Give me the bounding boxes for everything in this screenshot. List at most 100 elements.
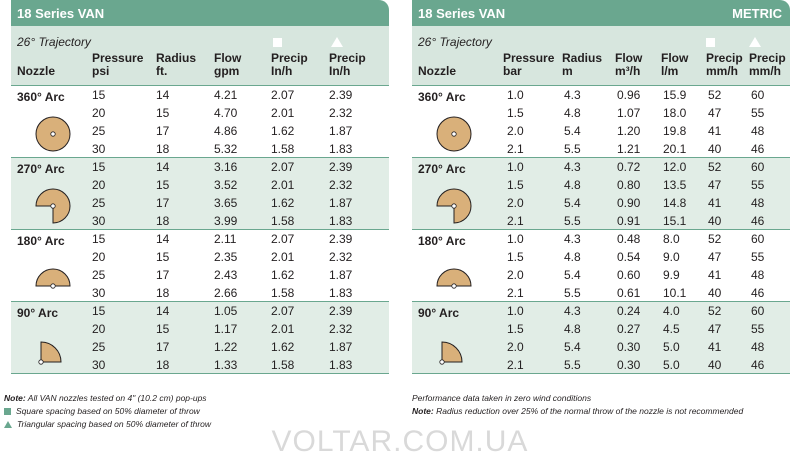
table-cell: 2.0: [507, 196, 524, 210]
column-header: Precip mm/h: [749, 51, 786, 78]
table-row: 25 17 1.22 1.62 1.87: [11, 338, 389, 356]
table-cell: 2.39: [329, 232, 353, 246]
table-cell: 4.70: [214, 106, 238, 120]
imperial-header: 26° Trajectory Nozzle Pressure psi Radius ft…: [11, 26, 389, 86]
table-cell: 18: [156, 286, 170, 300]
table-cell: 0.24: [617, 304, 641, 318]
metric-table: 18 Series VAN METRIC 26° Trajectory Nozz…: [412, 0, 790, 374]
table-cell: 15: [92, 304, 106, 318]
table-cell: 9.0: [663, 250, 680, 264]
table-cell: 5.32: [214, 142, 238, 156]
table-cell: 15: [156, 106, 170, 120]
nozzle-arc-180-icon: [31, 256, 75, 300]
table-row: 30 18 3.99 1.58 1.83: [11, 212, 389, 230]
table-cell: 41: [708, 196, 722, 210]
table-cell: 1.87: [329, 196, 353, 210]
table-row: 30 18 5.32 1.58 1.83: [11, 140, 389, 158]
table-cell: 3.99: [214, 214, 238, 228]
table-cell: 2.01: [271, 250, 295, 264]
arc-label: 180° Arc: [418, 234, 466, 248]
imperial-rows: 360° Arc 15 14 4.21 2.07 2.39 20 15 4.70 2.01 2.32…: [11, 86, 389, 374]
table-cell: 2.1: [507, 286, 524, 300]
table-cell: 47: [708, 250, 722, 264]
table-cell: 4.8: [564, 106, 581, 120]
table-row: 15 14 2.11 2.07 2.39: [11, 230, 389, 248]
table-cell: 47: [708, 178, 722, 192]
table-cell: 48: [751, 196, 765, 210]
table-cell: 14: [156, 160, 170, 174]
table-cell: 60: [751, 160, 765, 174]
table-cell: 18: [156, 214, 170, 228]
table-row: 2.1 5.5 0.30 5.0 40 46: [412, 356, 790, 374]
table-cell: 4.0: [663, 304, 680, 318]
table-cell: 12.0: [663, 160, 687, 174]
table-cell: 1.83: [329, 142, 353, 156]
table-cell: 1.62: [271, 340, 295, 354]
table-cell: 2.39: [329, 88, 353, 102]
table-cell: 15: [156, 322, 170, 336]
table-cell: 14: [156, 304, 170, 318]
table-row: 1.0 4.3 0.48 8.0 52 60: [412, 230, 790, 248]
table-cell: 25: [92, 196, 106, 210]
table-cell: 55: [751, 250, 765, 264]
table-cell: 40: [708, 214, 722, 228]
table-cell: 25: [92, 124, 106, 138]
nozzle-arc-90-icon: [432, 328, 476, 372]
table-row: 1.5 4.8 0.80 13.5 47 55: [412, 176, 790, 194]
table-row: 1.5 4.8 0.27 4.5 47 55: [412, 320, 790, 338]
table-cell: 1.5: [507, 106, 524, 120]
nozzle-arc-270-icon: [432, 184, 476, 228]
arc-label: 90° Arc: [418, 306, 460, 320]
table-cell: 0.96: [617, 88, 641, 102]
table-row: 20 15 1.17 2.01 2.32: [11, 320, 389, 338]
table-cell: 18: [156, 142, 170, 156]
table-cell: 0.61: [617, 286, 641, 300]
nozzle-arc-180-icon: [432, 256, 476, 300]
table-cell: 1.0: [507, 88, 524, 102]
arc-group: 180° Arc 1.0 4.3 0.48 8.0 52 60 1.5 4.8 0.54 9.0 47…: [412, 230, 790, 302]
table-cell: 1.62: [271, 268, 295, 282]
table-row: 2.1 5.5 1.21 20.1 40 46: [412, 140, 790, 158]
table-cell: 20.1: [663, 142, 687, 156]
table-row: 2.0 5.4 0.90 14.8 41 48: [412, 194, 790, 212]
table-cell: 2.0: [507, 340, 524, 354]
table-cell: 5.4: [564, 340, 581, 354]
table-cell: 1.87: [329, 268, 353, 282]
column-header: Precip In/h: [329, 51, 366, 78]
table-cell: 60: [751, 304, 765, 318]
imperial-title-bar: 18 Series VAN: [11, 0, 389, 26]
table-cell: 2.39: [329, 304, 353, 318]
table-cell: 60: [751, 88, 765, 102]
table-row: 1.0 4.3 0.96 15.9 52 60: [412, 86, 790, 104]
table-cell: 15: [156, 178, 170, 192]
table-cell: 30: [92, 286, 106, 300]
metric-badge: METRIC: [732, 5, 782, 21]
trajectory-label: 26° Trajectory: [17, 35, 91, 49]
table-cell: 30: [92, 142, 106, 156]
table-cell: 2.32: [329, 178, 353, 192]
table-cell: 0.72: [617, 160, 641, 174]
table-cell: 15: [156, 250, 170, 264]
table-cell: 2.01: [271, 322, 295, 336]
table-cell: 5.5: [564, 286, 581, 300]
table-row: 20 15 2.35 2.01 2.32: [11, 248, 389, 266]
table-cell: 18: [156, 358, 170, 372]
table-cell: 25: [92, 268, 106, 282]
table-cell: 40: [708, 358, 722, 372]
table-cell: 1.58: [271, 142, 295, 156]
table-cell: 46: [751, 358, 765, 372]
table-cell: 1.5: [507, 322, 524, 336]
column-header: Flow l/m: [661, 51, 689, 78]
table-row: 20 15 4.70 2.01 2.32: [11, 104, 389, 122]
table-cell: 0.54: [617, 250, 641, 264]
arc-group: 270° Arc 15 14 3.16 2.07 2.39 20 15 3.52 2.01 2.32…: [11, 158, 389, 230]
table-cell: 15: [92, 88, 106, 102]
arc-label: 360° Arc: [418, 90, 466, 104]
table-cell: 0.48: [617, 232, 641, 246]
table-cell: 30: [92, 358, 106, 372]
table-cell: 2.32: [329, 322, 353, 336]
column-header: Radius ft.: [156, 51, 197, 78]
table-cell: 47: [708, 322, 722, 336]
table-cell: 1.17: [214, 322, 238, 336]
arc-group: 270° Arc 1.0 4.3 0.72 12.0 52 60 1.5 4.8 0.80 13.5…: [412, 158, 790, 230]
